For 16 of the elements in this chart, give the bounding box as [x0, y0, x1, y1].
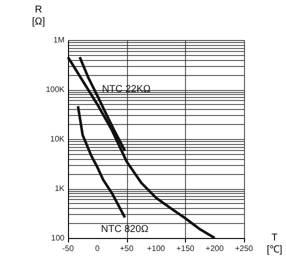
y-axis-title: R [Ω]	[32, 4, 46, 28]
y-tick-label: 1M	[53, 36, 65, 44]
x-tick-label: +250	[234, 244, 254, 253]
x-tick-label: +50	[120, 244, 134, 253]
x-tick-label: +200	[206, 244, 224, 253]
line-series	[66, 56, 216, 240]
x-tick-label: +150	[176, 244, 195, 253]
line-series	[76, 104, 126, 219]
y-tick-label: 100	[51, 234, 66, 242]
x-tick-label: -50	[62, 244, 74, 253]
y-tick-label: 100K	[46, 85, 66, 94]
x-tick-label: 0	[95, 244, 100, 253]
x-axis-title: T [℃]	[266, 232, 282, 256]
y-tick-label: 10K	[50, 134, 66, 144]
y-tick-label: 1K	[54, 184, 66, 193]
x-tick-label: +100	[146, 244, 166, 253]
